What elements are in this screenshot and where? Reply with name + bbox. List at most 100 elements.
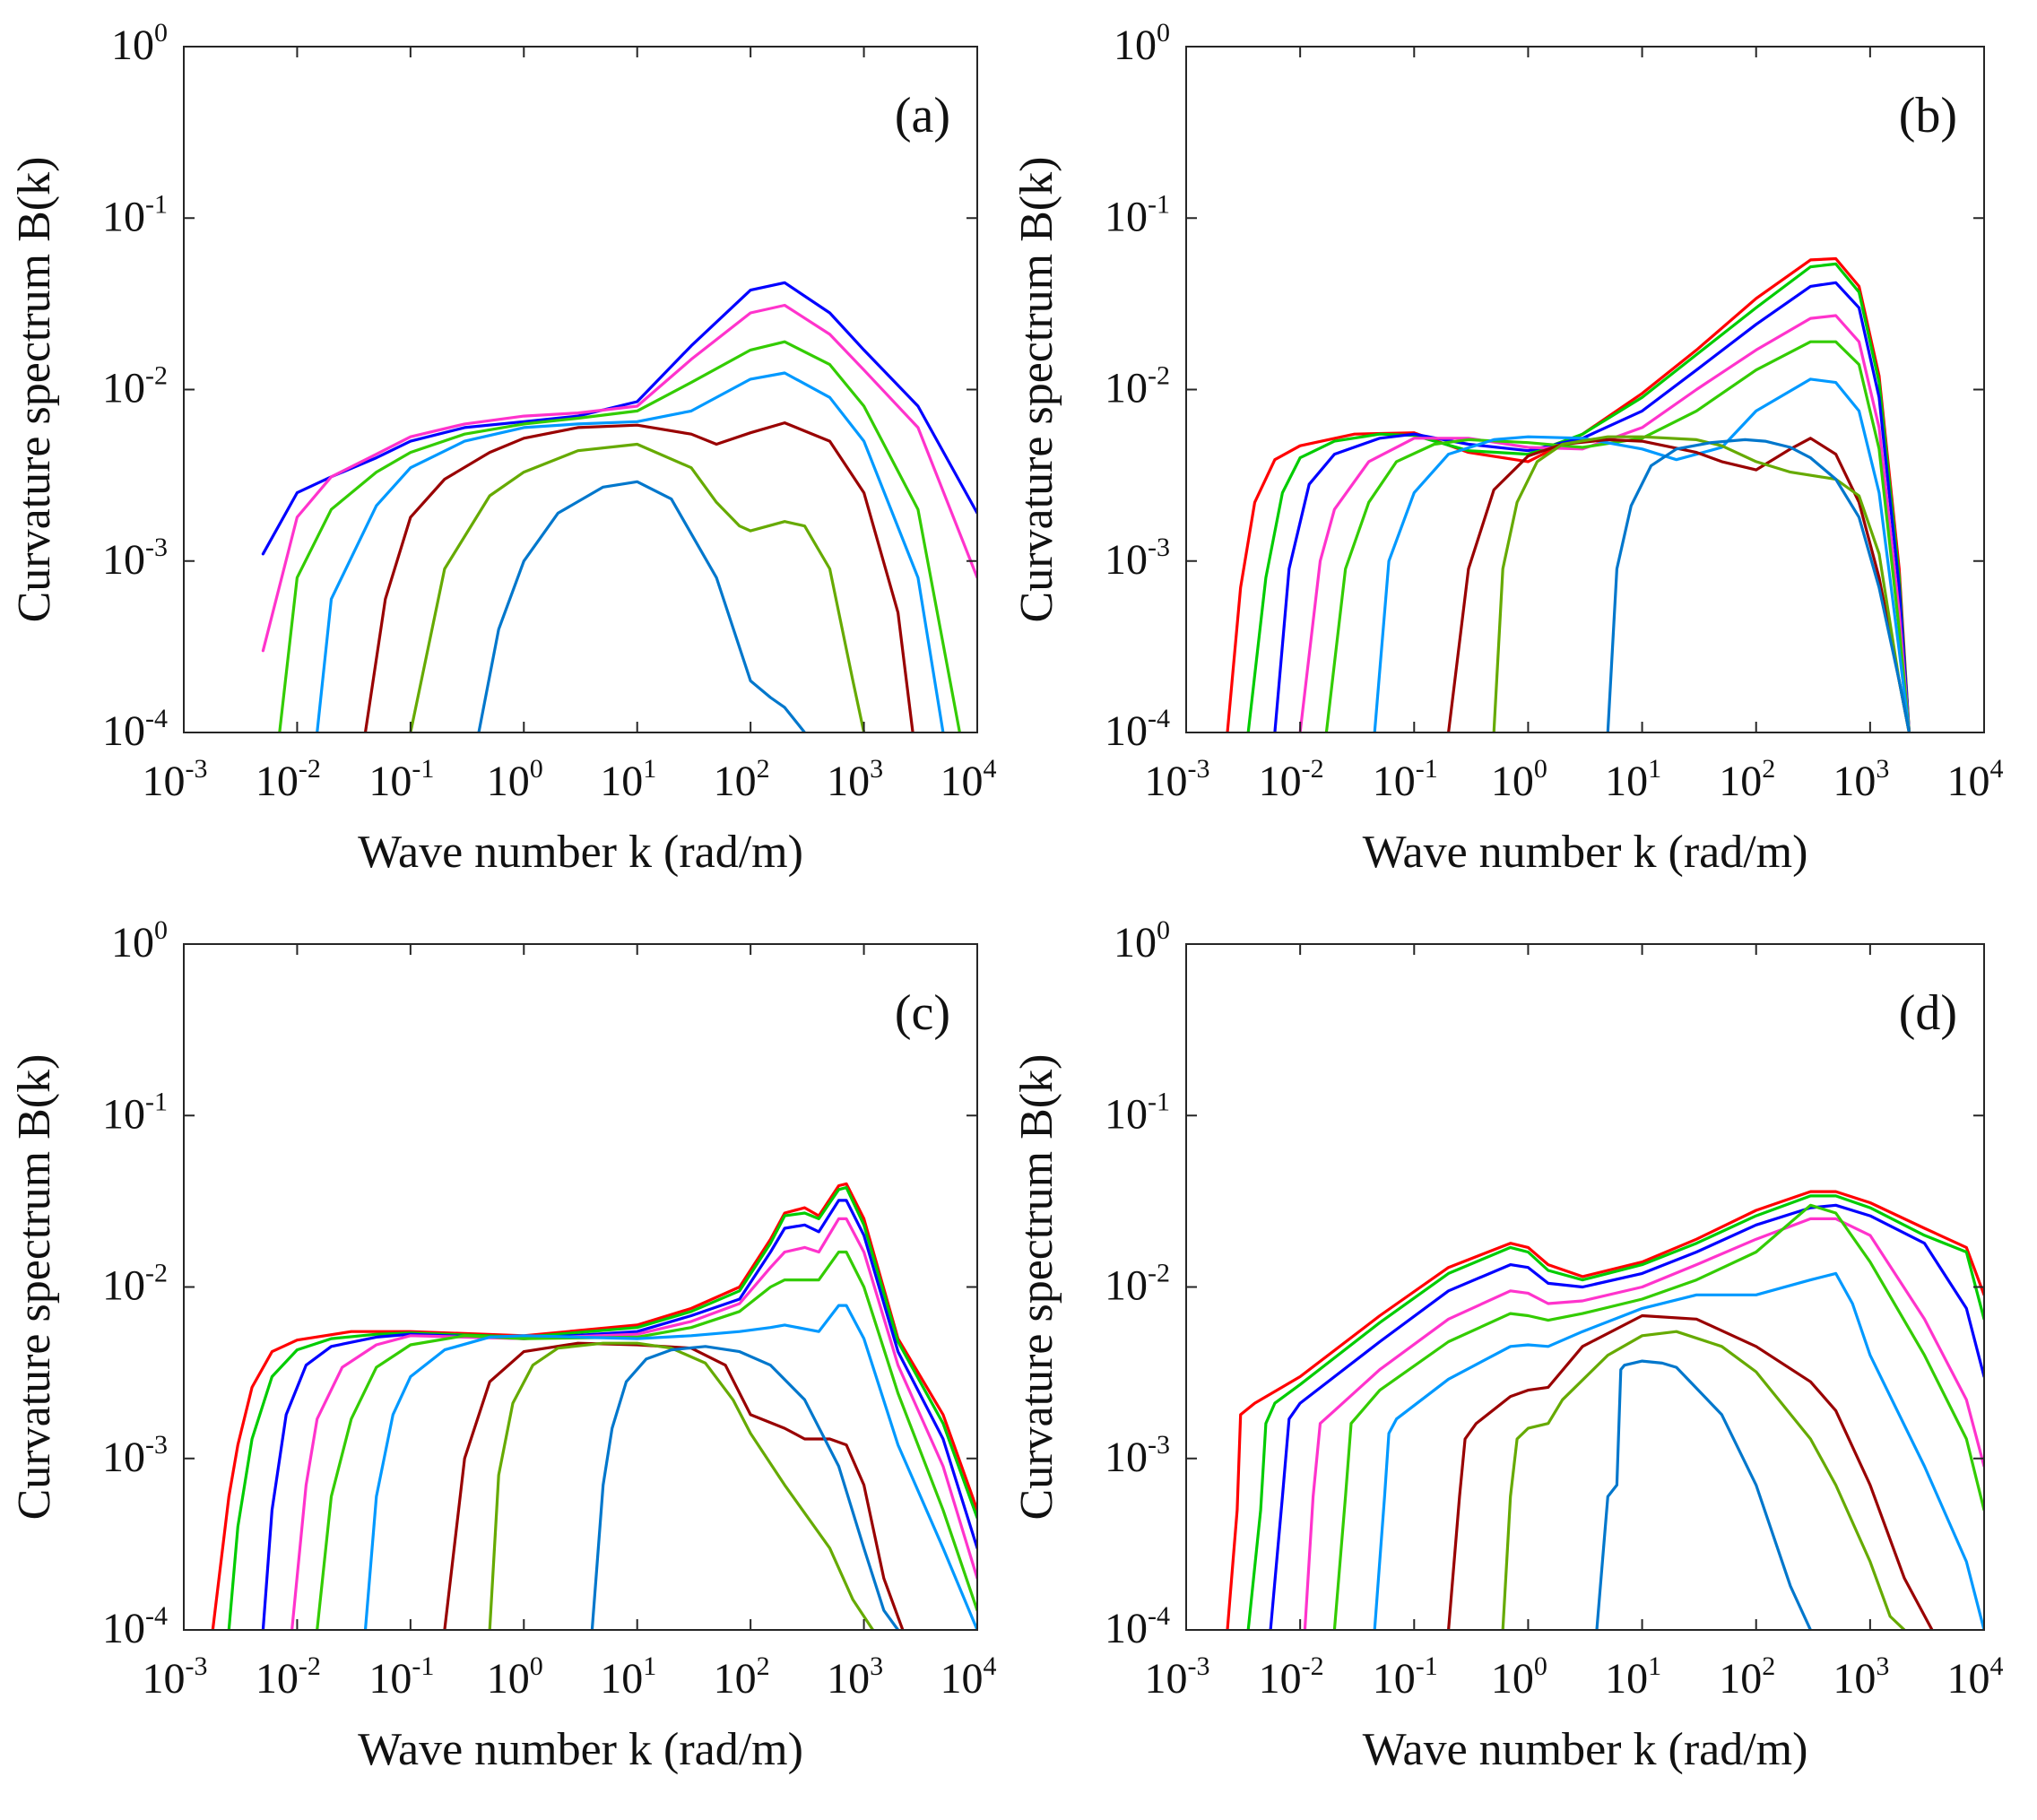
x-axis-label: Wave number k (rad/m) [358, 827, 803, 878]
panel-tag: (b) [1899, 88, 1957, 143]
x-tick-label: 100 [487, 754, 543, 805]
y-tick-label: 10-3 [1105, 533, 1170, 584]
x-tick-label: 101 [600, 1651, 656, 1703]
y-tick-label: 10-2 [102, 1259, 168, 1310]
y-tick-label: 100 [111, 18, 168, 69]
y-tick-label: 10-3 [102, 533, 168, 584]
series-line-3 [1303, 1217, 1984, 1630]
series-line-6 [477, 480, 807, 732]
y-tick-label: 10-2 [102, 361, 168, 412]
series-line-0 [211, 1182, 977, 1630]
series-line-2 [261, 1199, 977, 1630]
series-group [1226, 256, 1911, 732]
series-line-6 [1447, 1313, 1934, 1630]
x-tick-label: 10-2 [256, 754, 321, 805]
y-tick-label: 10-2 [1105, 361, 1170, 412]
series-line-4 [363, 421, 914, 732]
x-axis-label: Wave number k (rad/m) [1363, 1724, 1808, 1775]
series-line-5 [363, 1304, 977, 1630]
series-line-8 [1606, 438, 1911, 732]
x-tick-label: 103 [827, 754, 883, 805]
series-line-5 [1373, 377, 1911, 732]
series-line-1 [227, 1186, 977, 1630]
x-tick-label: 103 [1833, 1651, 1889, 1703]
y-axis-label: Curvature spectrum B(k) [1011, 157, 1062, 623]
x-tick-label: 10-1 [368, 754, 434, 805]
series-line-1 [1246, 262, 1911, 732]
x-tick-label: 10-2 [1259, 754, 1324, 805]
y-tick-label: 10-1 [1105, 189, 1170, 240]
x-axis-label: Wave number k (rad/m) [1363, 827, 1808, 878]
series-line-4 [316, 1250, 977, 1630]
y-tick-label: 10-1 [102, 189, 168, 240]
x-tick-label: 103 [1833, 754, 1889, 805]
y-axis-label: Curvature spectrum B(k) [9, 157, 60, 623]
x-tick-label: 10-1 [1373, 1651, 1438, 1703]
y-tick-label: 10-1 [1105, 1087, 1170, 1138]
y-tick-label: 100 [1114, 18, 1170, 69]
x-tick-label: 101 [1605, 1651, 1661, 1703]
series-line-6 [443, 1341, 905, 1630]
series-line-4 [1332, 1203, 1984, 1630]
y-tick-label: 10-4 [102, 1601, 168, 1652]
x-tick-label: 102 [1719, 1651, 1775, 1703]
x-tick-label: 10-3 [143, 754, 208, 805]
panel-tag: (a) [895, 88, 950, 143]
y-axis-label: Curvature spectrum B(k) [9, 1054, 60, 1521]
x-tick-label: 10-1 [368, 1651, 434, 1703]
y-tick-label: 10-2 [1105, 1259, 1170, 1310]
x-tick-label: 101 [1605, 754, 1661, 805]
x-tick-label: 100 [1491, 754, 1547, 805]
x-tick-label: 101 [600, 754, 656, 805]
y-tick-label: 10-4 [1105, 1601, 1170, 1652]
x-tick-label: 10-2 [1259, 1651, 1324, 1703]
series-line-7 [1501, 1330, 1906, 1630]
series-line-2 [278, 340, 961, 732]
panel-1: 10-3 10-2 10-1 100 101 102 103 10410-410-310-21… [1011, 18, 2004, 878]
y-axis-label: Curvature spectrum B(k) [1011, 1054, 1062, 1521]
series-line-5 [409, 442, 866, 732]
x-tick-label: 10-3 [143, 1651, 208, 1703]
series-line-3 [316, 371, 945, 732]
panel-tag: (c) [895, 985, 950, 1041]
x-tick-label: 104 [1947, 1651, 2004, 1703]
y-tick-label: 10-4 [102, 704, 168, 755]
series-line-1 [261, 303, 977, 653]
x-tick-label: 100 [487, 1651, 543, 1703]
x-tick-label: 102 [1719, 754, 1775, 805]
panel-3: 10-3 10-2 10-1 100 101 102 103 10410-410-310-21… [1011, 915, 2004, 1775]
series-line-8 [1595, 1359, 1812, 1630]
series-line-6 [1447, 437, 1911, 732]
series-line-3 [1298, 314, 1911, 732]
x-tick-label: 103 [827, 1651, 883, 1703]
series-line-5 [1373, 1271, 1984, 1630]
y-tick-label: 10-3 [1105, 1430, 1170, 1481]
x-tick-label: 104 [1947, 754, 2004, 805]
x-tick-label: 10-3 [1145, 754, 1210, 805]
x-tick-label: 10-2 [256, 1651, 321, 1703]
y-tick-label: 10-1 [102, 1087, 168, 1138]
x-tick-label: 102 [714, 754, 770, 805]
series-line-0 [1226, 1190, 1984, 1630]
series-group [211, 1182, 977, 1630]
series-line-2 [1269, 1203, 1984, 1630]
series-line-2 [1273, 281, 1911, 732]
series-group [261, 281, 977, 732]
series-line-7 [488, 1341, 875, 1630]
x-axis-label: Wave number k (rad/m) [358, 1724, 803, 1775]
y-tick-label: 100 [111, 915, 168, 966]
y-tick-label: 100 [1114, 915, 1170, 966]
panel-2: 10-3 10-2 10-1 100 101 102 103 10410-410-310-21… [9, 915, 997, 1775]
panel-tag: (d) [1899, 985, 1957, 1041]
panel-0: 10-3 10-2 10-1 100 101 102 103 10410-410-310-21… [9, 18, 997, 878]
x-tick-label: 104 [940, 754, 997, 805]
series-group [1226, 1190, 1984, 1630]
series-line-8 [590, 1345, 900, 1630]
x-tick-label: 102 [714, 1651, 770, 1703]
series-line-3 [290, 1217, 977, 1630]
x-tick-label: 100 [1491, 1651, 1547, 1703]
series-line-1 [1246, 1194, 1984, 1630]
x-tick-label: 10-1 [1373, 754, 1438, 805]
